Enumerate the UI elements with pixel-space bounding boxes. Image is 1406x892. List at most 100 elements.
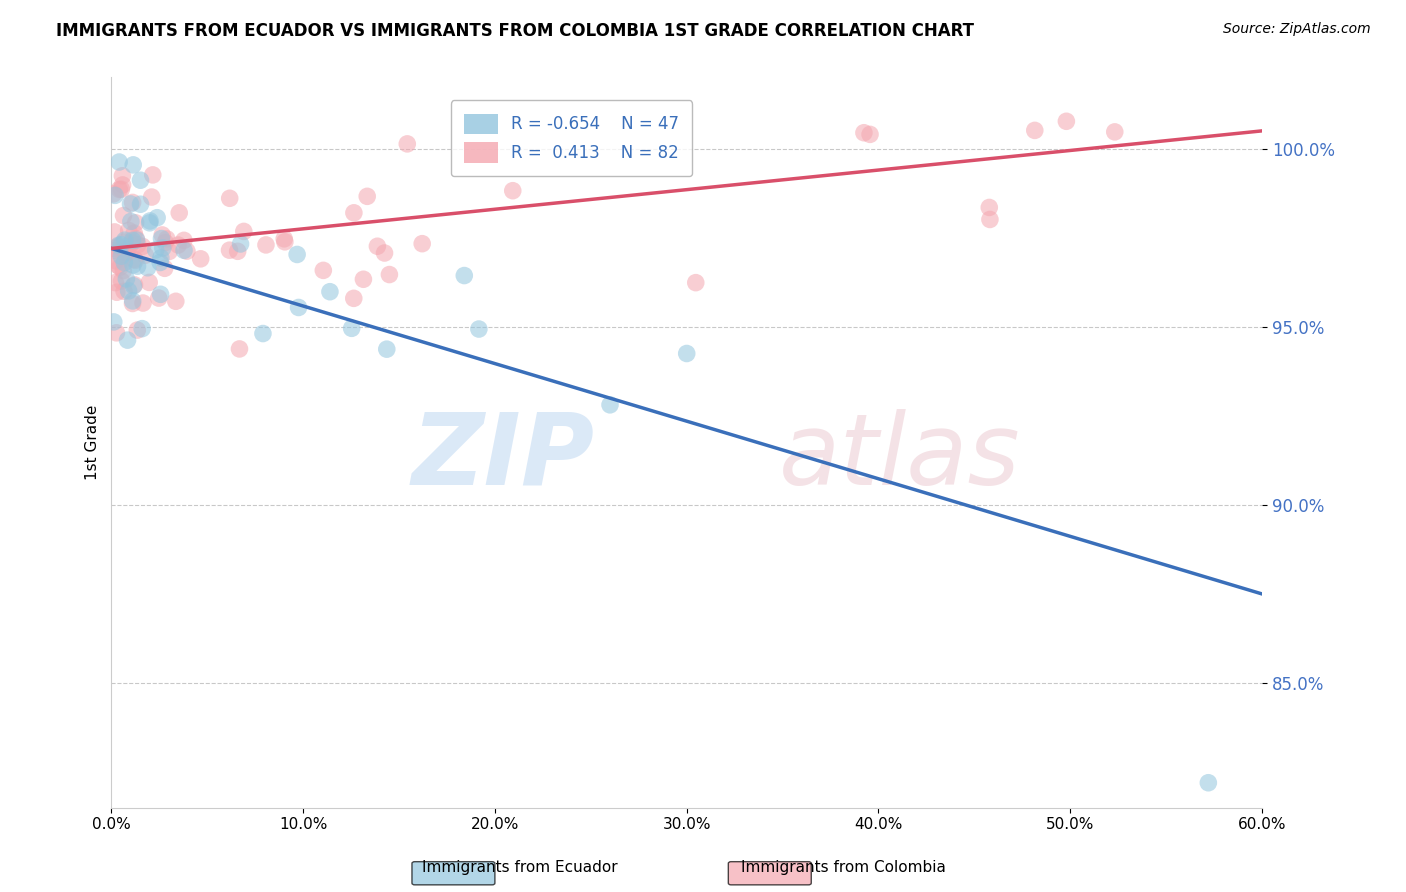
- Point: [343, 206, 366, 220]
- Point: [146, 211, 169, 225]
- Point: [153, 261, 176, 276]
- Point: [378, 268, 401, 282]
- Point: [117, 333, 139, 347]
- Point: [167, 238, 190, 252]
- Point: [254, 238, 277, 252]
- Point: [229, 236, 252, 251]
- Point: [112, 235, 135, 249]
- Point: [1104, 125, 1126, 139]
- Point: [122, 279, 145, 293]
- Point: [114, 244, 136, 258]
- Text: IMMIGRANTS FROM ECUADOR VS IMMIGRANTS FROM COLOMBIA 1ST GRADE CORRELATION CHART: IMMIGRANTS FROM ECUADOR VS IMMIGRANTS FR…: [56, 22, 974, 40]
- Point: [252, 326, 274, 341]
- Point: [373, 246, 395, 260]
- Point: [274, 235, 297, 249]
- Point: [114, 233, 136, 247]
- Point: [110, 274, 132, 288]
- Point: [979, 201, 1001, 215]
- Point: [155, 235, 177, 250]
- Point: [104, 188, 127, 202]
- Point: [104, 276, 127, 290]
- Text: Immigrants from Colombia: Immigrants from Colombia: [741, 861, 946, 875]
- Point: [112, 209, 135, 223]
- Text: Immigrants from Ecuador: Immigrants from Ecuador: [422, 861, 619, 875]
- Point: [112, 263, 135, 277]
- Point: [124, 252, 146, 267]
- Point: [132, 296, 155, 310]
- Point: [121, 293, 143, 308]
- Point: [124, 216, 146, 230]
- Point: [121, 233, 143, 247]
- Point: [112, 255, 135, 269]
- Point: [285, 247, 308, 261]
- Point: [356, 189, 378, 203]
- Point: [111, 178, 134, 192]
- Point: [108, 155, 131, 169]
- Point: [453, 268, 475, 283]
- Point: [852, 126, 875, 140]
- Point: [218, 191, 240, 205]
- Point: [148, 291, 170, 305]
- Point: [131, 321, 153, 335]
- Point: [117, 223, 139, 237]
- Point: [375, 342, 398, 356]
- Point: [117, 284, 139, 298]
- Point: [111, 169, 134, 183]
- Point: [340, 321, 363, 335]
- Point: [122, 226, 145, 240]
- Point: [105, 326, 128, 340]
- Point: [319, 285, 342, 299]
- Point: [127, 237, 149, 252]
- Point: [108, 238, 131, 252]
- Point: [287, 301, 309, 315]
- Point: [173, 244, 195, 258]
- Point: [685, 276, 707, 290]
- Point: [139, 214, 162, 228]
- Point: [112, 285, 135, 299]
- Point: [273, 232, 295, 246]
- Point: [150, 231, 173, 245]
- Point: [121, 296, 143, 310]
- Point: [124, 253, 146, 268]
- Point: [411, 236, 433, 251]
- Point: [1054, 114, 1077, 128]
- Point: [114, 248, 136, 262]
- Point: [190, 252, 212, 266]
- Point: [108, 260, 131, 275]
- Point: [145, 243, 167, 257]
- Point: [859, 128, 882, 142]
- Point: [232, 224, 254, 238]
- Point: [468, 322, 491, 336]
- Point: [165, 294, 187, 309]
- Point: [675, 346, 697, 360]
- Point: [138, 216, 160, 230]
- Point: [1024, 123, 1046, 137]
- Point: [110, 237, 132, 252]
- Point: [103, 244, 125, 258]
- Point: [127, 323, 149, 337]
- Point: [156, 232, 179, 246]
- Point: [1197, 776, 1219, 790]
- Point: [121, 235, 143, 250]
- Point: [150, 227, 173, 242]
- Point: [122, 158, 145, 172]
- Point: [122, 258, 145, 272]
- Point: [157, 244, 180, 259]
- Point: [124, 277, 146, 292]
- Point: [599, 398, 621, 412]
- Point: [173, 233, 195, 247]
- Point: [138, 276, 160, 290]
- Point: [115, 246, 138, 260]
- Point: [129, 173, 152, 187]
- Point: [131, 239, 153, 253]
- Point: [218, 243, 240, 257]
- Point: [502, 184, 524, 198]
- Point: [136, 260, 159, 275]
- Point: [107, 259, 129, 273]
- Point: [226, 244, 249, 259]
- Text: ZIP: ZIP: [412, 409, 595, 506]
- Point: [125, 232, 148, 246]
- Point: [127, 259, 149, 273]
- Point: [120, 214, 142, 228]
- Point: [149, 287, 172, 301]
